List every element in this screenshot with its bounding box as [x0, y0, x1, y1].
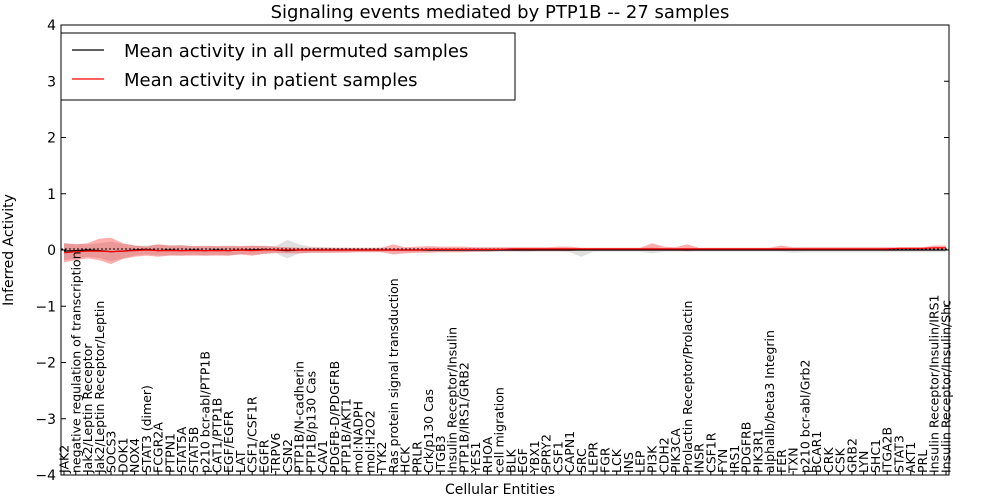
x-tick-label: PRL	[915, 450, 930, 473]
x-tick-label: EGFR	[256, 439, 271, 473]
x-tick-label: IRS1	[727, 445, 742, 473]
x-tick-label: LAT	[233, 450, 248, 473]
x-tick-label: INSR	[692, 443, 707, 473]
y-tick-label: 4	[47, 18, 56, 34]
x-tick-label: LEP	[633, 450, 648, 473]
y-tick-label: −2	[35, 356, 56, 372]
confidence-band-patient	[64, 237, 946, 265]
x-tick-label: PDGFB-D/PDGFRB	[327, 361, 342, 473]
x-tick-label: FGR	[598, 447, 613, 473]
x-tick-label: PRLR	[409, 441, 424, 473]
x-tick-label: STAT5A	[174, 426, 189, 473]
x-tick-label: NOX4	[127, 438, 142, 473]
x-tick-label: BLK	[503, 448, 518, 473]
x-tick-label: p210 bcr-abl/Grb2	[797, 360, 812, 473]
x-tick-label: PTP1B/IRS1/GRB2	[456, 362, 471, 473]
x-tick-label: RHOA	[480, 436, 495, 473]
x-tick-label: FCGR2A	[151, 422, 166, 473]
legend: Mean activity in all permuted samples Me…	[60, 32, 516, 101]
x-tick-label: GRB2	[844, 438, 859, 473]
x-tick-label: STAT3 (dimer)	[139, 385, 154, 473]
x-tick-label: Insulin Receptor/Insulin	[445, 327, 460, 473]
x-tick-label: Jak2/Leptin Receptor/Leptin	[92, 301, 107, 474]
y-axis-label: Inferred Activity	[1, 194, 17, 306]
x-tick-label: Insulin Receptor/Insulin/Shc	[939, 300, 954, 473]
x-tick-label: EGF	[515, 448, 530, 473]
x-tick-label: CRK	[821, 447, 836, 473]
x-tick-label: EGF/EGFR	[221, 410, 236, 473]
x-tick-label: TYK2	[374, 442, 389, 474]
x-tick-label: negative regulation of transcription	[68, 251, 83, 473]
legend-label-patient: Mean activity in patient samples	[124, 70, 418, 91]
x-tick-label: PTP1B/AKT1	[339, 398, 354, 473]
x-tick-label: DOK1	[115, 437, 130, 473]
x-tick-label: YES1	[468, 442, 483, 474]
x-tick-label: PTP1B/p130 Cas	[304, 371, 319, 473]
x-tick-label: CAV1	[315, 440, 330, 473]
y-tick-label: 2	[47, 131, 56, 147]
x-tick-label: FYN	[715, 449, 730, 473]
x-tick-label: mol:H2O2	[362, 410, 377, 473]
x-tick-label: cell migration	[492, 387, 507, 473]
x-tick-label: Insulin Receptor/Insulin/IRS1	[927, 295, 942, 473]
x-tick-label: ITGB3	[433, 435, 448, 473]
y-tick-label: 0	[47, 243, 56, 259]
x-tick-label: mol:NADPH	[351, 401, 366, 473]
x-tick-label: SHC1	[868, 439, 883, 473]
x-tick-label: LYN	[856, 451, 871, 473]
x-tick-label: PIK3R1	[750, 429, 765, 473]
x-tick-label: p210 bcr-abl/PTP1B	[198, 351, 213, 473]
x-tick-label: ITGA2B	[880, 427, 895, 473]
x-tick-label: Prolactin Receptor/Prolactin	[680, 301, 695, 473]
x-tick-label: INS	[621, 452, 636, 473]
y-tick-label: 3	[47, 74, 56, 90]
y-tick-label: 1	[47, 187, 56, 203]
x-tick-label: Crk/p130 Cas	[421, 389, 436, 473]
y-tick-label: −3	[35, 412, 56, 428]
x-tick-label: CSN2	[280, 439, 295, 473]
x-tick-label: CSF1R	[703, 432, 718, 473]
legend-label-permuted: Mean activity in all permuted samples	[124, 41, 468, 62]
x-tick-label: SPRY2	[539, 434, 554, 473]
x-tick-label: CSF1	[550, 441, 565, 473]
chart-title: Signaling events mediated by PTP1B -- 27…	[271, 2, 730, 23]
x-tick-label: CAPN1	[562, 431, 577, 473]
x-tick-label: STAT3	[892, 435, 907, 473]
x-tick-label: LEPR	[586, 442, 601, 473]
y-tick-label: −4	[35, 468, 56, 484]
x-tick-label: CSF1/CSF1R	[245, 396, 260, 473]
x-tick-label: FER	[774, 449, 789, 473]
x-tick-label: SRC	[574, 448, 589, 473]
x-tick-label: PDGFRB	[739, 422, 754, 473]
x-tick-label: TXN	[786, 447, 801, 474]
x-tick-label: BCAR1	[809, 431, 824, 473]
x-tick-label: YBX1	[527, 440, 542, 474]
x-axis-label: Cellular Entities	[445, 482, 555, 498]
x-tick-label: TRPV6	[268, 433, 283, 474]
x-tick-label: PTPN1	[162, 433, 177, 473]
x-tick-label: CDH2	[656, 437, 671, 473]
x-tick-label: CSK	[833, 447, 848, 473]
x-tick-label: CAT1/PTP1B	[209, 398, 224, 473]
x-tick-label: JAK2	[57, 445, 72, 474]
series-line-patient	[63, 247, 946, 254]
x-tick-label: PIK3CA	[668, 428, 683, 473]
x-tick-label: PTP1B/N-cadherin	[292, 361, 307, 473]
legend-box	[60, 32, 516, 101]
x-tick-label: STAT5B	[186, 427, 201, 473]
x-tick-label: LCK	[609, 448, 624, 473]
x-tick-label: HCK	[398, 446, 413, 473]
x-tick-label: SOCS3	[104, 431, 119, 473]
x-tick-label: alphaIIb/beta3 Integrin	[762, 330, 777, 473]
x-tick-label: PI3K	[645, 445, 660, 473]
y-tick-label: −1	[35, 299, 56, 315]
x-tick-label: Ras protein signal transduction	[386, 278, 401, 473]
x-tick-label: Jak2/Leptin Receptor	[80, 343, 95, 474]
x-tick-label: AKT1	[903, 442, 918, 473]
